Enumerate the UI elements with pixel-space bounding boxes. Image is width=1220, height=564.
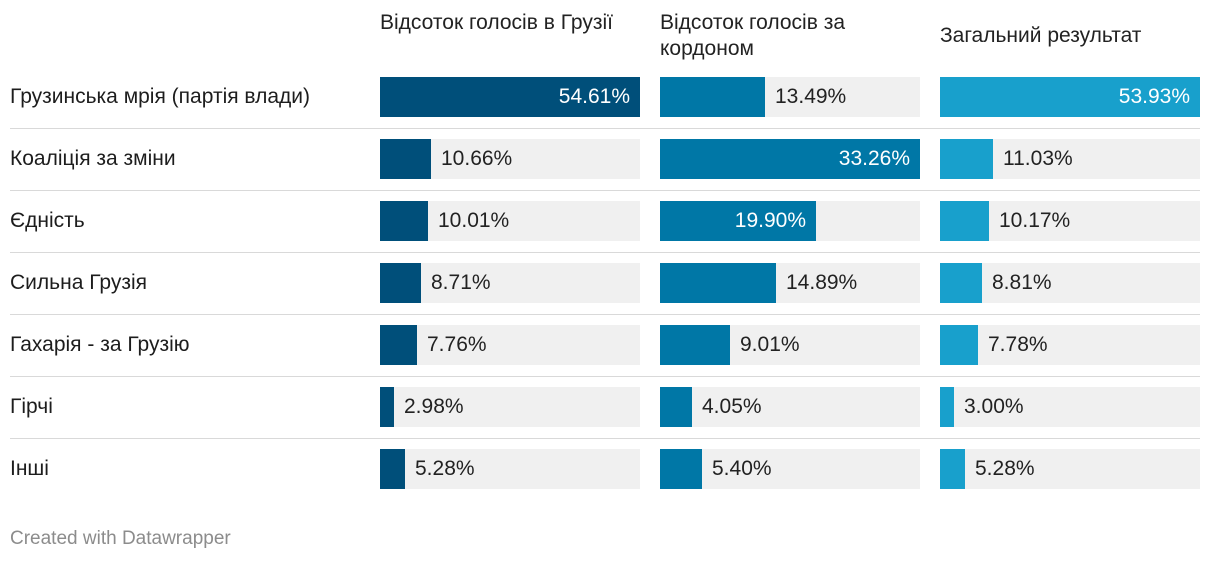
value-label-georgia: 8.71% — [431, 271, 491, 294]
table-row: Гахарія - за Грузію 7.76% 9.01% 7.78% — [10, 314, 1200, 377]
value-label-total: 53.93% — [1118, 85, 1190, 108]
bar-track-abroad: 9.01% — [660, 325, 920, 365]
value-label-abroad: 9.01% — [740, 333, 800, 356]
bar-track-georgia: 2.98% — [380, 387, 640, 427]
value-label-georgia: 7.76% — [427, 333, 487, 356]
table-row: Сильна Грузія 8.71% 14.89% 8.81% — [10, 252, 1200, 315]
bar-track-abroad: 13.49% — [660, 77, 920, 117]
value-label-abroad: 19.90% — [734, 209, 806, 232]
bar-abroad — [660, 449, 702, 489]
bar-track-total: 5.28% — [940, 449, 1200, 489]
value-label-total: 7.78% — [988, 333, 1048, 356]
bar-total — [940, 325, 978, 365]
bar-georgia — [380, 139, 431, 179]
bar-track-abroad: 19.90% — [660, 201, 920, 241]
table-row: Грузинська мрія (партія влади) 54.61% 13.4… — [10, 66, 1200, 129]
row-label: Єдність — [10, 209, 85, 232]
table-row: Єдність 10.01% 19.90% 10.17% — [10, 190, 1200, 253]
row-label: Коаліція за зміни — [10, 147, 176, 170]
bar-total — [940, 201, 989, 241]
bar-track-georgia: 10.01% — [380, 201, 640, 241]
value-label-georgia: 2.98% — [404, 395, 464, 418]
value-label-georgia: 54.61% — [558, 85, 630, 108]
bar-total — [940, 449, 965, 489]
table-row: Інші 5.28% 5.40% 5.28% — [10, 438, 1200, 500]
bar-track-abroad: 5.40% — [660, 449, 920, 489]
column-header-georgia: Відсоток голосів в Грузії — [380, 11, 613, 34]
bar-track-total: 3.00% — [940, 387, 1200, 427]
bar-abroad — [660, 325, 730, 365]
bar-georgia — [380, 201, 428, 241]
bar-georgia — [380, 449, 405, 489]
bar-track-abroad: 33.26% — [660, 139, 920, 179]
bar-track-abroad: 4.05% — [660, 387, 920, 427]
bar-georgia — [380, 387, 394, 427]
bar-track-total: 53.93% — [940, 77, 1200, 117]
bar-total — [940, 263, 982, 303]
column-header-abroad: Відсоток голосів за кордоном — [660, 11, 846, 60]
bar-track-total: 10.17% — [940, 201, 1200, 241]
value-label-total: 10.17% — [999, 209, 1071, 232]
value-label-georgia: 10.66% — [441, 147, 513, 170]
value-label-georgia: 10.01% — [438, 209, 510, 232]
table-row: Коаліція за зміни 10.66% 33.26% 11.03% — [10, 128, 1200, 191]
bar-track-total: 8.81% — [940, 263, 1200, 303]
value-label-total: 5.28% — [975, 457, 1035, 480]
bar-track-total: 11.03% — [940, 139, 1200, 179]
bar-abroad — [660, 201, 816, 241]
bar-track-georgia: 8.71% — [380, 263, 640, 303]
datawrapper-credit[interactable]: Created with Datawrapper — [10, 528, 231, 549]
bar-total — [940, 77, 1200, 117]
row-label: Сильна Грузія — [10, 271, 148, 294]
bar-track-georgia: 5.28% — [380, 449, 640, 489]
bar-track-georgia: 7.76% — [380, 325, 640, 365]
row-label: Гахарія - за Грузію — [10, 333, 190, 356]
column-header-total: Загальний результат — [940, 24, 1142, 47]
bar-total — [940, 139, 993, 179]
value-label-total: 3.00% — [964, 395, 1024, 418]
bar-abroad — [660, 77, 765, 117]
value-label-total: 11.03% — [1003, 147, 1073, 170]
bar-track-georgia: 10.66% — [380, 139, 640, 179]
row-label: Грузинська мрія (партія влади) — [10, 85, 311, 108]
value-label-abroad: 5.40% — [712, 457, 772, 480]
bar-georgia — [380, 77, 640, 117]
row-label: Інші — [10, 457, 49, 480]
bar-georgia — [380, 263, 421, 303]
value-label-georgia: 5.28% — [415, 457, 475, 480]
value-label-total: 8.81% — [992, 271, 1052, 294]
table-row: Гірчі 2.98% 4.05% 3.00% — [10, 376, 1200, 439]
value-label-abroad: 13.49% — [775, 85, 847, 108]
bar-abroad — [660, 263, 776, 303]
bar-abroad — [660, 139, 920, 179]
bar-georgia — [380, 325, 417, 365]
bar-track-abroad: 14.89% — [660, 263, 920, 303]
value-label-abroad: 14.89% — [786, 271, 858, 294]
value-label-abroad: 4.05% — [702, 395, 762, 418]
bar-track-georgia: 54.61% — [380, 77, 640, 117]
bar-total — [940, 387, 954, 427]
bar-abroad — [660, 387, 692, 427]
row-label: Гірчі — [10, 395, 53, 418]
value-label-abroad: 33.26% — [838, 147, 910, 170]
bar-track-total: 7.78% — [940, 325, 1200, 365]
